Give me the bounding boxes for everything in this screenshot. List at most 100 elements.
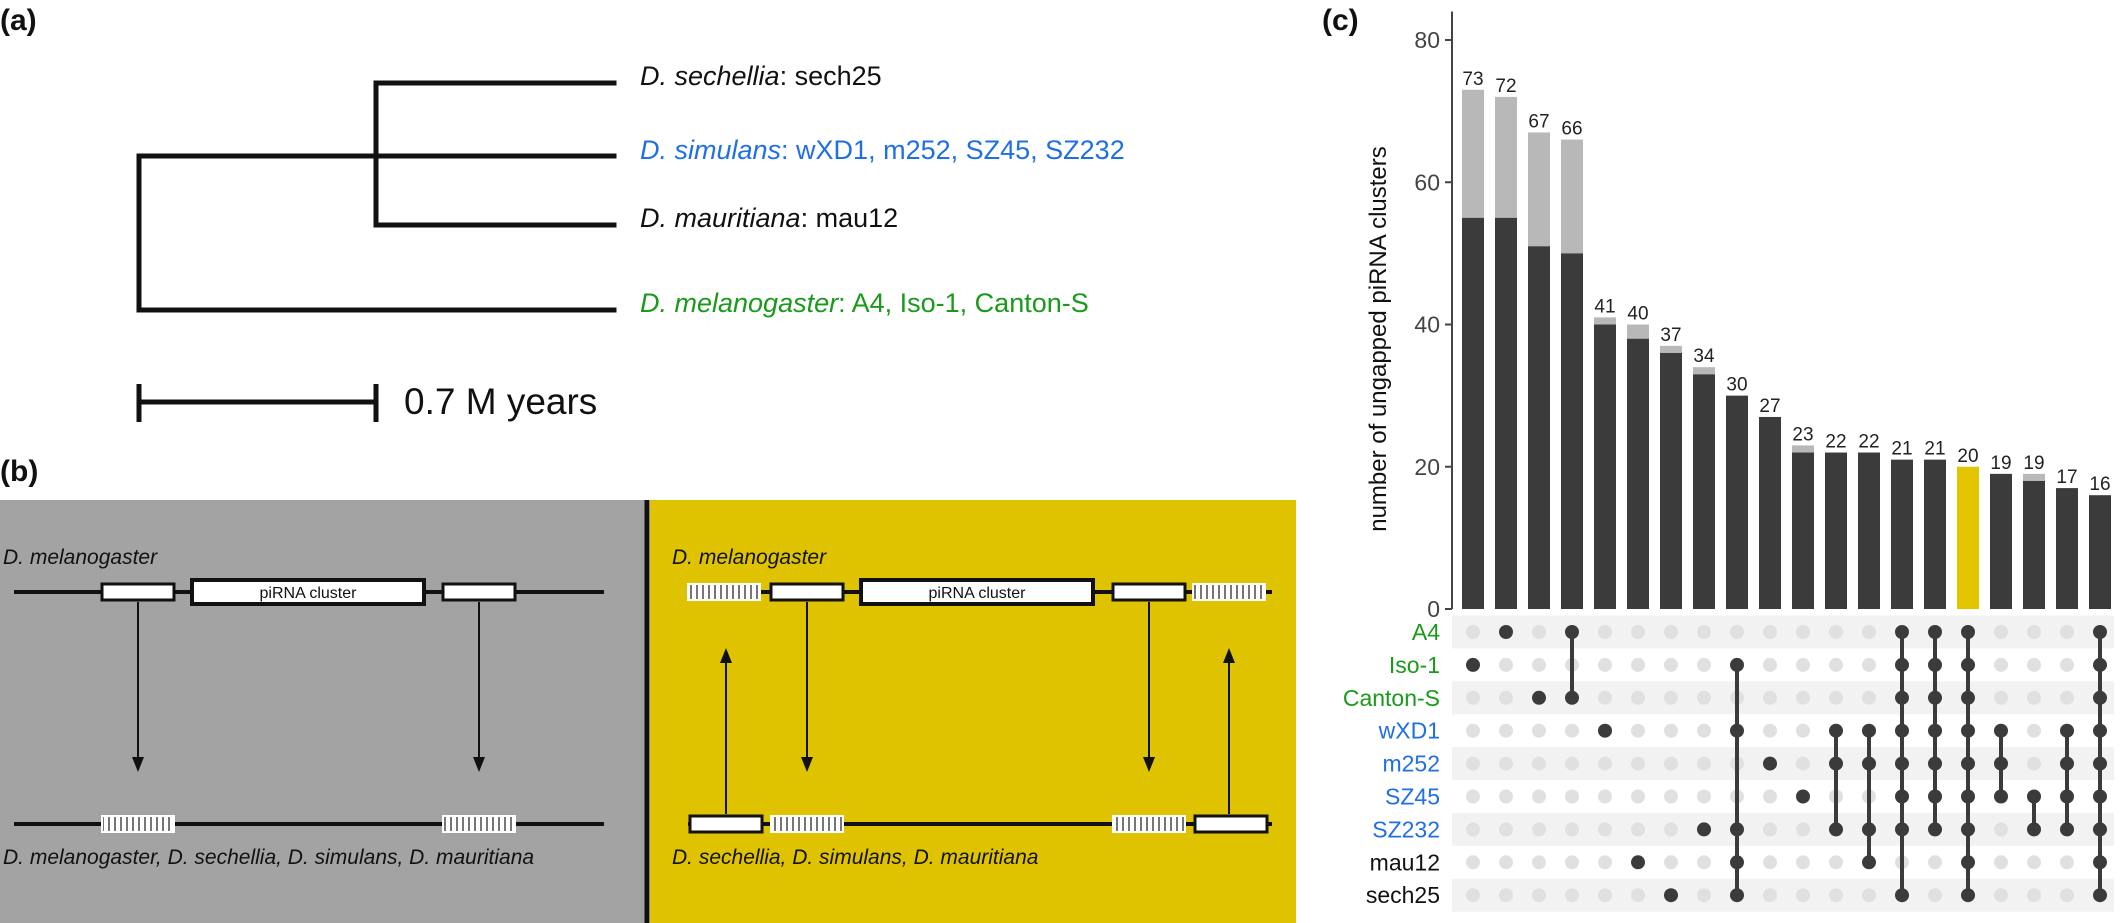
matrix-dot-empty	[1565, 888, 1579, 903]
matrix-dot-empty	[1631, 690, 1645, 705]
matrix-dot-empty	[1664, 690, 1678, 705]
bar-segment-light	[1462, 89, 1484, 218]
bar-segment-light	[1594, 317, 1616, 325]
phylogenetic-tree	[136, 80, 617, 313]
right-piRNA-cluster-label: piRNA cluster	[929, 585, 1027, 602]
matrix-dot-empty	[1763, 789, 1777, 804]
set-label: Iso-1	[1389, 652, 1440, 678]
bar-value-label: 22	[1858, 432, 1879, 453]
left-bottom-flank-1	[101, 815, 175, 833]
matrix-dot-empty	[1532, 789, 1546, 804]
bar-segment-dark	[1462, 217, 1484, 609]
matrix-dot-empty	[1532, 756, 1546, 771]
matrix-dot-empty	[1631, 657, 1645, 672]
bar-segment-dark	[1495, 217, 1517, 609]
panel-a-label: (a)	[0, 4, 37, 37]
right-top-flank-1	[769, 582, 845, 602]
matrix-dot-empty	[1532, 723, 1546, 738]
matrix-dot-empty	[1796, 888, 1810, 903]
matrix-dot-empty	[1697, 888, 1711, 903]
matrix-dot-filled	[1664, 888, 1678, 903]
matrix-dot-empty	[1796, 657, 1810, 672]
matrix-dot-empty	[1796, 723, 1810, 738]
taxon-strains: : A4, Iso-1, Canton-S	[838, 288, 1089, 318]
bar-segment-light	[1495, 96, 1517, 218]
bar-segment-light	[1627, 324, 1649, 339]
bar-segment-light	[2023, 473, 2045, 481]
matrix-dot-empty	[1829, 855, 1843, 870]
bar-value-label: 20	[1957, 446, 1978, 467]
bar-value-label: 40	[1627, 304, 1648, 325]
right-bottom-species-label: D. sechellia, D. simulans, D. mauritiana	[672, 846, 1038, 869]
matrix-dot-empty	[1466, 723, 1480, 738]
panel-a: (a) D. sechellia: sech25 D. simulans: wX…	[0, 4, 1125, 422]
matrix-dot-empty	[1796, 756, 1810, 771]
scenario-left-panel: D. melanogaster piRNA cluster D. melanog…	[0, 500, 645, 923]
matrix-dot-empty	[1664, 855, 1678, 870]
matrix-dot-empty	[2060, 625, 2074, 639]
matrix-dot-empty	[1697, 855, 1711, 870]
matrix-dot-empty	[1829, 657, 1843, 672]
matrix-dot-empty	[1598, 789, 1612, 804]
taxon-species: D. sechellia	[640, 61, 780, 91]
taxon-species: D. melanogaster	[640, 288, 839, 318]
matrix-dot-empty	[1499, 723, 1513, 738]
bar-value-label: 19	[2023, 453, 2044, 474]
left-piRNA-cluster-label: piRNA cluster	[260, 585, 358, 602]
right-bottom-flank-outer-1	[688, 814, 764, 834]
matrix-dot-empty	[1697, 625, 1711, 639]
matrix-dot-empty	[1565, 723, 1579, 738]
matrix-dot-empty	[1994, 888, 2008, 903]
set-label: Canton-S	[1343, 685, 1440, 711]
right-top-flank-outer-1	[687, 583, 761, 601]
right-arrowhead-up-2	[1223, 648, 1235, 663]
matrix-dot-empty	[1862, 690, 1876, 705]
set-label: sech25	[1366, 882, 1440, 908]
matrix-dot-filled	[1532, 690, 1546, 705]
left-top-species-label: D. melanogaster	[3, 546, 158, 569]
taxon-species: D. simulans	[640, 135, 781, 165]
matrix-dot-empty	[1631, 756, 1645, 771]
matrix-dot-empty	[1697, 690, 1711, 705]
bar-value-label: 21	[1924, 439, 1945, 460]
matrix-dot-empty	[1499, 888, 1513, 903]
matrix-dot-empty	[1697, 756, 1711, 771]
matrix-dot-empty	[1763, 690, 1777, 705]
matrix-dot-empty	[1466, 756, 1480, 771]
bar-segment-dark	[1891, 459, 1913, 609]
right-top-flank-2	[1111, 582, 1187, 602]
bar-segment-light	[1792, 445, 1814, 453]
matrix-dot-empty	[1499, 789, 1513, 804]
left-piRNA-cluster-box	[190, 578, 426, 606]
matrix-dot-empty	[1565, 822, 1579, 837]
set-label: SZ232	[1372, 816, 1440, 842]
bar-segment-dark	[2056, 488, 2078, 609]
right-arrowhead-up-1	[720, 648, 732, 663]
matrix-dot-empty	[1796, 690, 1810, 705]
yellow-background	[650, 500, 1296, 923]
matrix-dot-empty	[2060, 657, 2074, 672]
matrix-dot-empty	[1664, 822, 1678, 837]
grey-background	[0, 500, 645, 923]
matrix-dot-empty	[1598, 855, 1612, 870]
matrix-dot-empty	[2060, 888, 2074, 903]
matrix-dot-empty	[1631, 625, 1645, 639]
bar-value-label: 17	[2056, 467, 2077, 488]
bar-segment-dark	[1858, 452, 1880, 609]
left-bottom-species-label: D. melanogaster, D. sechellia, D. simula…	[3, 846, 534, 869]
matrix-dot-filled	[1499, 625, 1513, 639]
bar-segment-dark	[1660, 352, 1682, 609]
taxon-sechellia: D. sechellia: sech25	[640, 61, 882, 91]
matrix-dot-empty	[1697, 789, 1711, 804]
matrix-dot-empty	[1499, 822, 1513, 837]
matrix-dot-empty	[1532, 625, 1546, 639]
scale-bar-label: 0.7 M years	[404, 381, 597, 422]
matrix-dot-empty	[1598, 822, 1612, 837]
matrix-row-stripe	[1452, 878, 2114, 912]
matrix-dot-empty	[1796, 855, 1810, 870]
matrix-dot-empty	[1862, 657, 1876, 672]
bar-segment-light	[1561, 139, 1583, 254]
y-tick-label: 80	[1414, 27, 1440, 53]
bar-value-label: 22	[1825, 432, 1846, 453]
bar-value-label: 23	[1792, 424, 1813, 445]
